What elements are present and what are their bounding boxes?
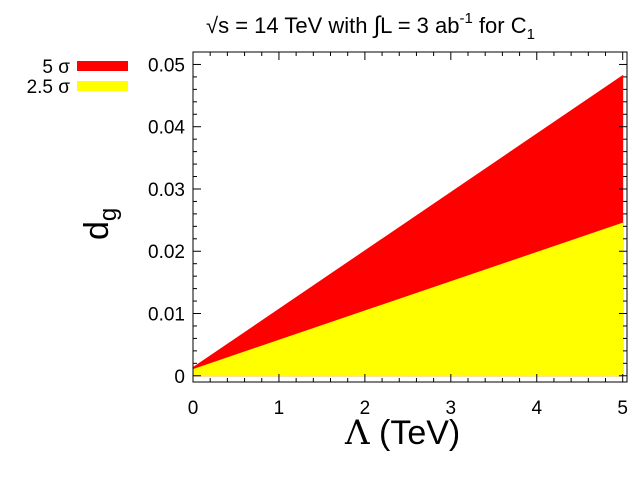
legend-label: 5 σ bbox=[42, 57, 70, 78]
legend-swatch bbox=[77, 61, 128, 71]
y-axis: 0 0.01 0.02 0.03 0.04 0.05 bbox=[148, 55, 627, 388]
y-tick-label: 0 bbox=[174, 367, 185, 388]
y-axis-label: dg bbox=[78, 208, 122, 240]
y-tick-label: 0.05 bbox=[148, 55, 185, 76]
x-tick-label: 1 bbox=[274, 398, 285, 419]
x-tick-label: 3 bbox=[446, 398, 457, 419]
x-tick-label: 5 bbox=[617, 398, 628, 419]
x-axis: 0 1 2 3 4 5 bbox=[188, 52, 628, 419]
y-tick-label: 0.02 bbox=[148, 242, 185, 263]
legend: 5 σ2.5 σ bbox=[27, 57, 128, 98]
plot-areas bbox=[192, 74, 624, 377]
y-tick-label: 0.04 bbox=[148, 118, 185, 139]
y-tick-label: 0.03 bbox=[148, 180, 185, 201]
x-tick-label: 2 bbox=[360, 398, 371, 419]
x-axis-label: Λ (TeV) bbox=[344, 413, 460, 453]
x-tick-label: 4 bbox=[531, 398, 542, 419]
legend-label: 2.5 σ bbox=[27, 77, 71, 98]
x-tick-label: 0 bbox=[188, 398, 199, 419]
y-tick-label: 0.01 bbox=[148, 305, 185, 326]
plot-frame bbox=[192, 51, 628, 383]
chart-title: √s = 14 TeV with ∫L = 3 ab-1 for C1 bbox=[206, 10, 535, 43]
legend-swatch bbox=[77, 81, 128, 91]
